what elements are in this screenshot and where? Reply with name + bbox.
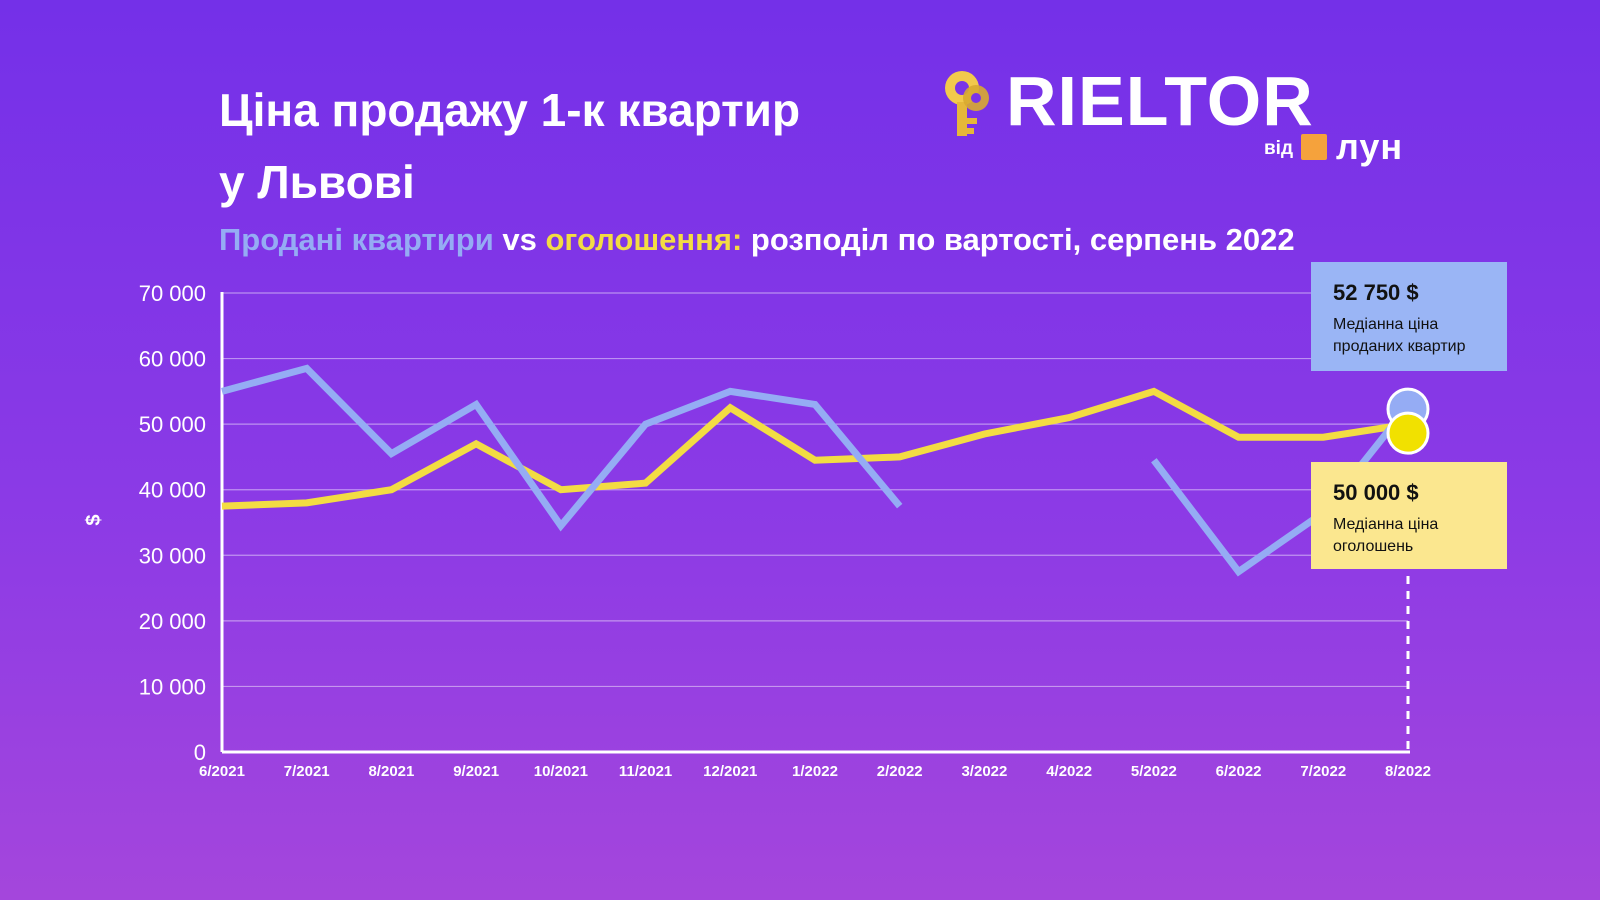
logo-from-text: від (1264, 138, 1294, 159)
listings-median-label-1: Медіанна ціна (1333, 516, 1439, 533)
endpoint-dots (1386, 387, 1430, 455)
x-tick-label: 3/2022 (961, 763, 1007, 780)
sold-median-value: 52 750 $ (1333, 280, 1419, 305)
x-tick-label: 11/2021 (619, 763, 672, 780)
x-tick-label: 5/2022 (1131, 763, 1177, 780)
sold-series-line-0 (221, 364, 903, 532)
listings-median-label-2: оголошень (1333, 538, 1414, 555)
y-tick-label: 50 000 (139, 412, 206, 437)
x-axis-ticks: 6/2021 7/2021 8/2021 9/2021 10/2021 11/2021 12… (199, 763, 1431, 780)
listings-median-value: 50 000 $ (1333, 480, 1419, 505)
logo-wordmark: RIELTOR (1006, 62, 1314, 140)
y-tick-label: 0 (194, 740, 206, 765)
y-tick-label: 30 000 (139, 543, 206, 568)
x-tick-label: 1/2022 (792, 763, 838, 780)
chart-title-line-1: Ціна продажу 1-к квартир (219, 84, 801, 136)
x-tick-label: 8/2021 (368, 763, 414, 780)
chart-subtitle: Продані квартири vs оголошення: розподіл… (219, 222, 1295, 258)
sold-median-label-2: проданих квартир (1333, 338, 1466, 355)
subtitle-rest: розподіл по вартості, серпень 2022 (742, 222, 1295, 257)
x-tick-label: 2/2022 (877, 763, 923, 780)
sold-median-callout: 52 750 $ Медіанна ціна проданих квартир (1311, 262, 1507, 371)
subtitle-vs: vs (493, 222, 546, 257)
y-axis-label: $ (83, 514, 105, 525)
listings-series-line-0 (221, 387, 1409, 510)
lun-square-icon (1301, 134, 1327, 160)
chart-title-line-2: у Львові (219, 156, 415, 208)
y-tick-label: 60 000 (139, 347, 206, 372)
x-tick-label: 6/2022 (1216, 763, 1262, 780)
y-tick-label: 10 000 (139, 674, 206, 699)
key-icon (945, 71, 989, 136)
x-tick-label: 4/2022 (1046, 763, 1092, 780)
x-tick-label: 8/2022 (1385, 763, 1431, 780)
rieltor-logo: RIELTOR від лун (936, 64, 1416, 174)
x-tick-label: 9/2021 (453, 763, 499, 780)
logo-lun-text: лун (1336, 126, 1404, 167)
subtitle-listings: оголошення: (545, 222, 743, 257)
y-axis-ticks: 0 10 000 20 000 30 000 40 000 50 000 60 000 70 … (139, 281, 206, 765)
chart-title: Ціна продажу 1-к квартир у Львові (219, 74, 919, 218)
x-tick-label: 10/2021 (534, 763, 588, 780)
sold-median-label-1: Медіанна ціна (1333, 316, 1439, 333)
y-tick-label: 70 000 (139, 281, 206, 306)
listings-endpoint-dot (1386, 411, 1430, 455)
y-tick-label: 40 000 (139, 478, 206, 503)
x-tick-label: 7/2021 (284, 763, 330, 780)
x-tick-label: 12/2021 (703, 763, 757, 780)
x-tick-label: 6/2021 (199, 763, 245, 780)
series-lines (221, 364, 1411, 577)
listings-median-callout: 50 000 $ Медіанна ціна оголошень (1311, 462, 1507, 569)
grid-lines (222, 292, 1408, 688)
y-tick-label: 20 000 (139, 609, 206, 634)
x-tick-label: 7/2022 (1300, 763, 1346, 780)
sold-series-line-1 (1151, 403, 1411, 577)
subtitle-sold: Продані квартири (219, 222, 494, 257)
